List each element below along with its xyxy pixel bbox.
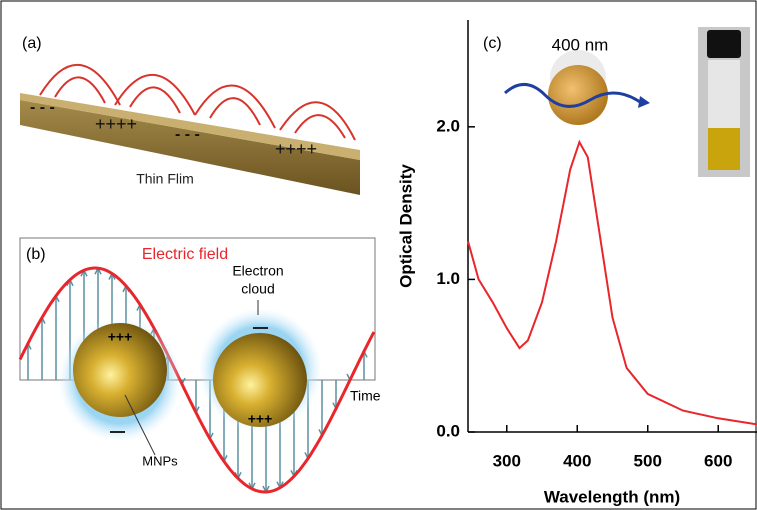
charge: - - -	[175, 126, 200, 143]
particle-label: MNPs	[142, 453, 178, 468]
x-tick-label: 400	[563, 451, 591, 470]
panel-c: (c) 400 nm Wavelength (nm) Optical Densi…	[396, 20, 757, 506]
charge: +++	[108, 329, 133, 345]
panel-b: (b) Electric field Electron cloud MNPs T…	[20, 238, 381, 492]
y-tick-label: 0.0	[436, 421, 460, 440]
vial-cap	[707, 30, 741, 58]
panel-label: (a)	[22, 35, 42, 52]
arrow-head	[638, 96, 650, 108]
charge: ++++	[275, 139, 317, 159]
charge: - - -	[30, 99, 55, 116]
y-tick-label: 1.0	[436, 269, 460, 288]
page: {"panel_a": {"label": "(a)", "caption": …	[0, 0, 757, 510]
y-axis-title: Optical Density	[396, 164, 415, 288]
spectrum-line	[468, 142, 757, 424]
caption: Thin Flim	[136, 171, 194, 187]
x-axis-title: Wavelength (nm)	[544, 487, 680, 506]
cloud-label: Electron	[232, 263, 283, 279]
panel-a: (a) - - - ++++ - - - ++++ Thin Flim	[20, 35, 360, 195]
panel-label: (b)	[26, 246, 46, 263]
time-label: Time	[350, 388, 381, 404]
x-tick-label: 600	[704, 451, 732, 470]
charge: ++++	[95, 114, 137, 134]
x-tick-label: 300	[493, 451, 521, 470]
field-label: Electric field	[142, 246, 228, 263]
y-tick-label: 2.0	[436, 116, 460, 135]
panel-label: (c)	[483, 35, 502, 52]
x-tick-label: 500	[634, 451, 662, 470]
figure: (a) - - - ++++ - - - ++++ Thin Flim (b) …	[0, 0, 757, 510]
vial-liquid	[708, 128, 740, 170]
charge: +++	[248, 411, 273, 427]
cloud-label: cloud	[241, 281, 274, 297]
